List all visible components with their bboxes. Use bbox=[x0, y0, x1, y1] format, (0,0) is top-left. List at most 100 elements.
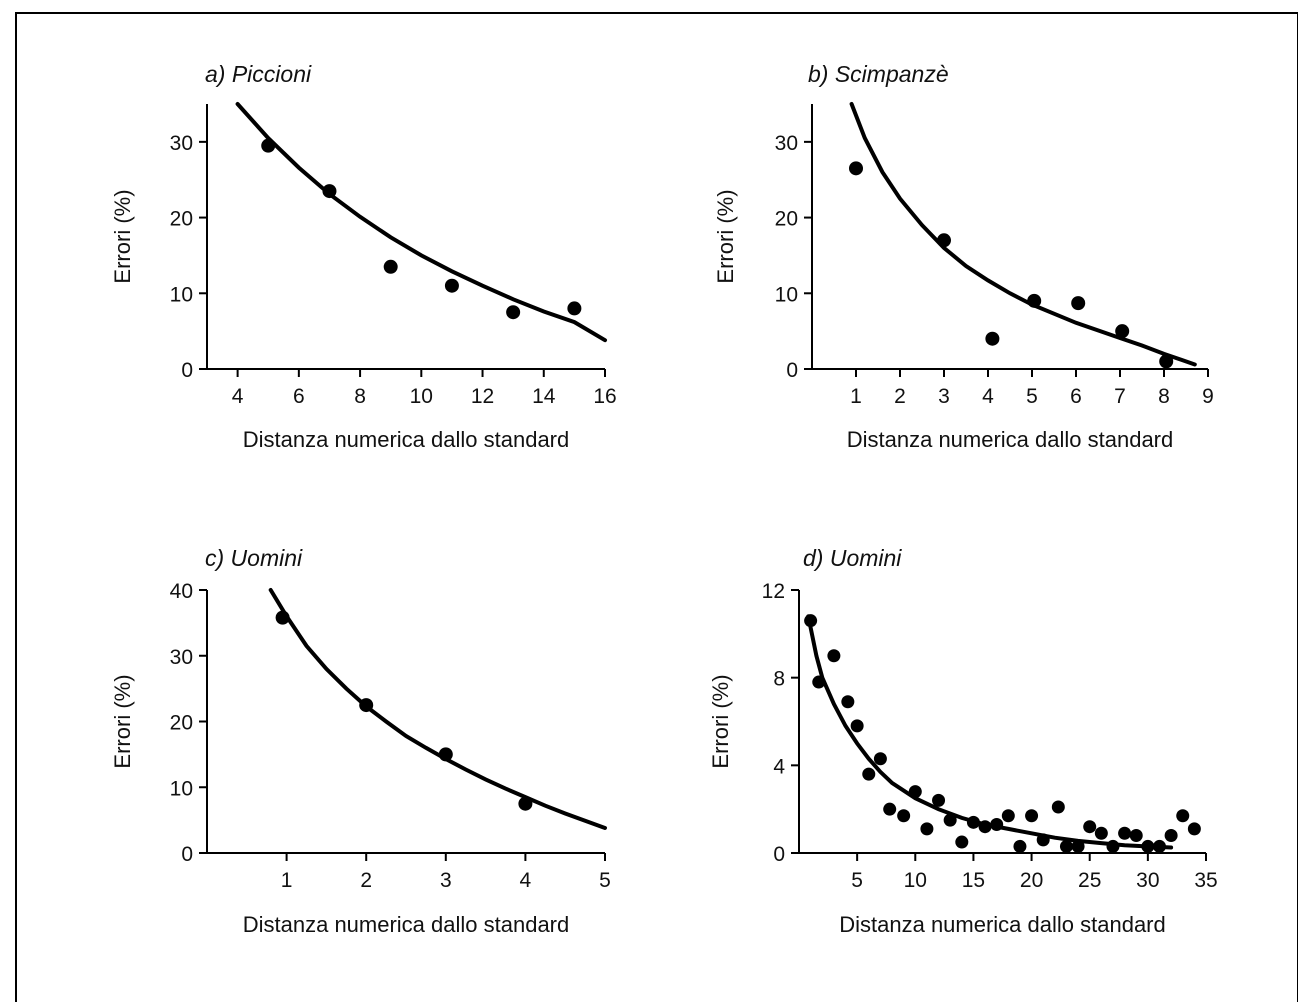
y-tick-label: 10 bbox=[170, 777, 193, 800]
data-point bbox=[1027, 293, 1042, 308]
data-point bbox=[1187, 822, 1201, 836]
fitted-curve bbox=[849, 102, 1197, 367]
y-tick-label: 40 bbox=[170, 580, 193, 603]
data-point bbox=[1036, 833, 1050, 847]
x-tick-label: 10 bbox=[410, 385, 433, 408]
x-tick-label: 3 bbox=[938, 385, 950, 408]
panel-d-uomini: d) Uomini 0 4 8 12 5 10 15 20 25 30 35 Distanza nume… bbox=[708, 545, 1218, 937]
x-tick-label: 5 bbox=[1026, 385, 1038, 408]
y-tick-label: 0 bbox=[786, 359, 798, 382]
fitted-curve bbox=[268, 588, 607, 830]
data-point bbox=[1001, 809, 1015, 823]
data-point bbox=[966, 815, 980, 829]
data-point bbox=[862, 767, 876, 781]
y-tick-label: 30 bbox=[170, 132, 193, 155]
data-point bbox=[908, 785, 922, 799]
panel-title: c) Uomini bbox=[205, 545, 303, 571]
data-point bbox=[850, 719, 864, 733]
data-point bbox=[955, 835, 969, 849]
data-point bbox=[943, 813, 957, 827]
x-tick-label: 6 bbox=[293, 385, 305, 408]
y-axis-label: Errori (%) bbox=[110, 674, 135, 768]
y-tick-label: 10 bbox=[170, 283, 193, 306]
data-point bbox=[1129, 828, 1143, 842]
data-point bbox=[897, 809, 911, 823]
x-tick-label: 16 bbox=[593, 385, 616, 408]
x-tick-label: 5 bbox=[599, 869, 611, 892]
x-tick-label: 9 bbox=[1202, 385, 1214, 408]
data-point bbox=[506, 305, 521, 320]
data-point bbox=[261, 138, 276, 153]
panel-c-uomini: c) Uomini 0 10 20 30 40 1 2 3 4 5 Distanza numerica… bbox=[110, 545, 611, 937]
y-tick-label: 0 bbox=[181, 359, 193, 382]
data-point bbox=[985, 331, 1000, 346]
data-point bbox=[567, 301, 582, 316]
data-point bbox=[841, 695, 855, 709]
x-tick-label: 8 bbox=[1158, 385, 1170, 408]
data-point bbox=[1025, 809, 1039, 823]
data-point bbox=[883, 802, 897, 816]
x-tick-label: 14 bbox=[532, 385, 556, 408]
x-axis-label: Distanza numerica dallo standard bbox=[847, 427, 1174, 452]
data-point bbox=[444, 278, 459, 293]
x-tick-label: 2 bbox=[894, 385, 906, 408]
y-tick-label: 20 bbox=[775, 208, 798, 231]
data-point bbox=[804, 614, 818, 628]
y-tick-label: 4 bbox=[773, 755, 785, 778]
y-tick-label: 0 bbox=[181, 843, 193, 866]
y-tick-label: 20 bbox=[170, 208, 193, 231]
x-axis-label: Distanza numerica dallo standard bbox=[243, 427, 570, 452]
data-point bbox=[1094, 826, 1108, 840]
data-point bbox=[937, 233, 951, 248]
data-point bbox=[1071, 296, 1086, 311]
data-point bbox=[1115, 324, 1130, 339]
data-point bbox=[1051, 800, 1065, 814]
data-point bbox=[920, 822, 934, 836]
y-tick-label: 8 bbox=[773, 668, 785, 691]
y-tick-label: 30 bbox=[170, 646, 193, 669]
y-tick-label: 0 bbox=[773, 843, 785, 866]
fitted-curve bbox=[235, 102, 607, 343]
panel-a-piccioni: a) Piccioni 0 10 20 30 4 6 8 10 12 14 16 Distanza nu… bbox=[110, 61, 617, 452]
fitted-curve bbox=[806, 614, 1174, 850]
data-point bbox=[359, 698, 374, 713]
data-point bbox=[1176, 809, 1190, 823]
data-point bbox=[518, 796, 533, 811]
x-axis-label: Distanza numerica dallo standard bbox=[839, 912, 1166, 937]
x-tick-label: 3 bbox=[440, 869, 452, 892]
figure-frame bbox=[15, 12, 1298, 1002]
x-tick-label: 30 bbox=[1136, 869, 1159, 892]
data-point bbox=[827, 649, 841, 663]
data-point bbox=[1141, 839, 1155, 853]
data-point bbox=[1071, 839, 1085, 853]
y-tick-label: 20 bbox=[170, 712, 193, 735]
y-axis-label: Errori (%) bbox=[110, 189, 135, 283]
data-point bbox=[1159, 354, 1174, 369]
panel-b-scimpanze: b) Scimpanzè 0 10 20 30 1 2 3 4 5 6 7 8 9 Distanza num… bbox=[713, 61, 1214, 452]
x-tick-label: 35 bbox=[1194, 869, 1217, 892]
data-point bbox=[1118, 826, 1132, 840]
data-point bbox=[812, 675, 826, 689]
data-point bbox=[1059, 839, 1073, 853]
data-point bbox=[932, 793, 946, 807]
x-tick-label: 10 bbox=[904, 869, 927, 892]
data-point bbox=[322, 184, 337, 199]
x-tick-label: 12 bbox=[471, 385, 494, 408]
x-tick-label: 6 bbox=[1070, 385, 1082, 408]
data-point bbox=[275, 610, 290, 625]
data-point bbox=[1164, 828, 1178, 842]
y-tick-label: 10 bbox=[775, 283, 798, 306]
x-tick-label: 8 bbox=[354, 385, 366, 408]
x-tick-label: 20 bbox=[1020, 869, 1043, 892]
panel-title: d) Uomini bbox=[803, 545, 902, 571]
y-tick-label: 12 bbox=[762, 580, 785, 603]
x-tick-label: 15 bbox=[962, 869, 985, 892]
data-point bbox=[383, 259, 398, 274]
x-tick-label: 1 bbox=[850, 385, 862, 408]
y-tick-label: 30 bbox=[775, 132, 798, 155]
data-point bbox=[849, 161, 863, 176]
data-point bbox=[1083, 820, 1097, 834]
y-axis-label: Errori (%) bbox=[713, 189, 738, 283]
y-axis-label: Errori (%) bbox=[708, 674, 733, 768]
